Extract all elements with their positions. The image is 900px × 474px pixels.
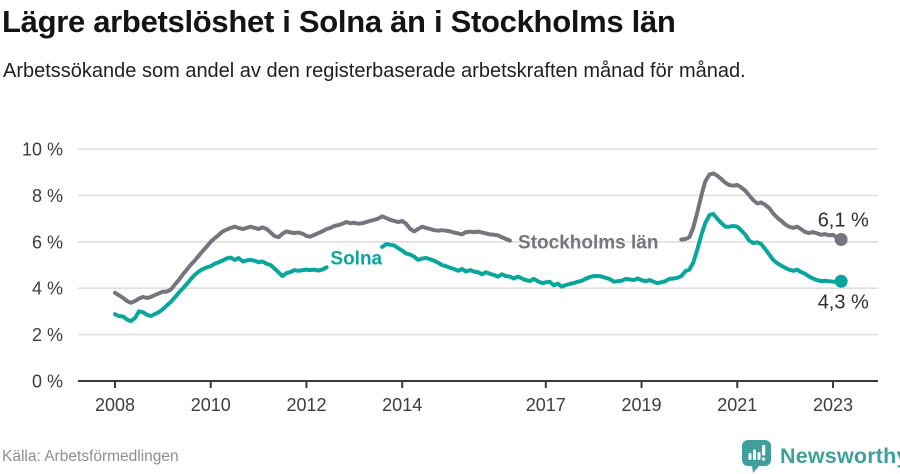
series-label-stockholms-l-n: Stockholms län: [518, 232, 658, 253]
x-tick-label: 2023: [813, 395, 853, 415]
y-tick-label: 2 %: [32, 325, 63, 345]
newsworthy-logo: Newsworthy: [742, 440, 900, 473]
x-tick-label: 2008: [95, 395, 135, 415]
line-solna: [380, 212, 844, 289]
x-tick-label: 2010: [191, 395, 231, 415]
series-label-solna: Solna: [330, 248, 382, 269]
newsworthy-wordmark: Newsworthy: [780, 444, 900, 468]
y-tick-label: 0 %: [32, 372, 63, 392]
y-tick-label: 10 %: [22, 140, 63, 160]
x-tick-label: 2012: [286, 395, 326, 415]
y-tick-label: 4 %: [32, 279, 63, 299]
x-tick-label: 2021: [717, 395, 757, 415]
y-tick-label: 8 %: [32, 186, 63, 206]
x-tick-label: 2019: [622, 395, 662, 415]
end-dot-solna: [834, 274, 848, 288]
x-tick-label: 2017: [526, 395, 566, 415]
end-value-label-stockholms-l-n: 6,1 %: [818, 210, 869, 232]
end-dot-stockholms-l-n: [834, 232, 848, 246]
x-tick-label: 2014: [382, 395, 422, 415]
chart-subtitle: Arbetssökande som andel av den registerb…: [3, 60, 746, 82]
line-solna: [113, 255, 329, 324]
line-stockholms-l-n: [113, 214, 512, 305]
source-attribution: Källa: Arbetsförmedlingen: [2, 448, 179, 465]
page-title: Lägre arbetslöshet i Solna än i Stockhol…: [2, 4, 676, 39]
end-value-label-solna: 4,3 %: [818, 292, 869, 314]
line-stockholms-l-n: [679, 171, 844, 242]
newsworthy-logo-icon: [742, 440, 771, 473]
y-tick-label: 6 %: [32, 232, 63, 252]
